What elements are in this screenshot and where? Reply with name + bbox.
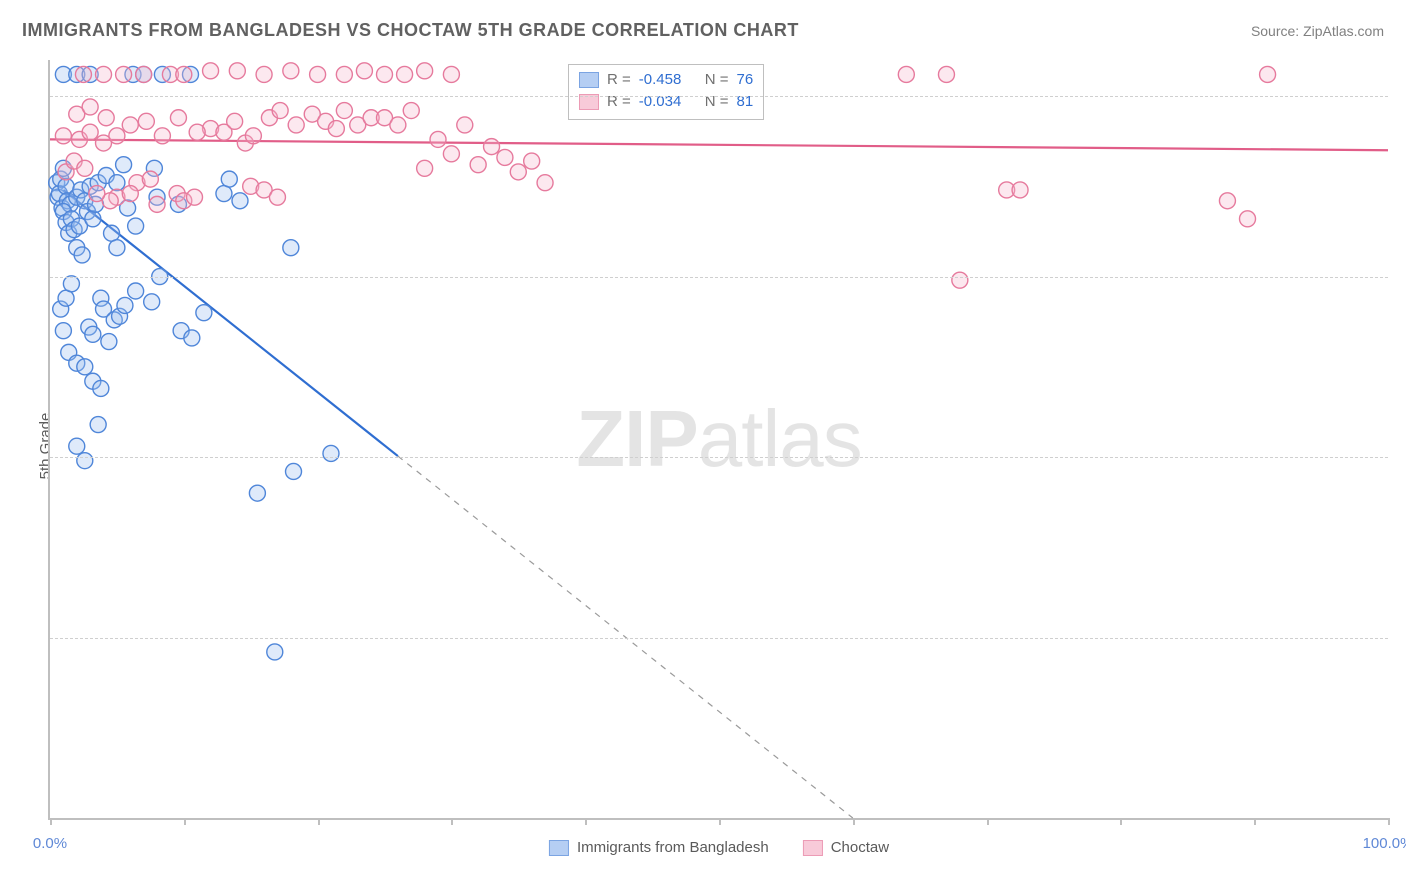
x-tick bbox=[1388, 818, 1390, 825]
x-tick bbox=[719, 818, 721, 825]
y-tick-label: 85.0% bbox=[1396, 629, 1406, 646]
x-tick bbox=[50, 818, 52, 825]
legend-label: Immigrants from Bangladesh bbox=[577, 839, 769, 856]
y-tick-label: 95.0% bbox=[1396, 268, 1406, 285]
r-value: -0.458 bbox=[639, 69, 697, 91]
x-tick bbox=[585, 818, 587, 825]
legend-item: Choctaw bbox=[803, 839, 889, 856]
gridline bbox=[50, 96, 1388, 97]
r-label: R = bbox=[607, 69, 631, 91]
n-value: 76 bbox=[737, 69, 754, 91]
legend-swatch bbox=[549, 840, 569, 856]
gridline bbox=[50, 638, 1388, 639]
n-label: N = bbox=[705, 91, 729, 113]
page-title: IMMIGRANTS FROM BANGLADESH VS CHOCTAW 5T… bbox=[22, 20, 799, 41]
source-attribution: Source: ZipAtlas.com bbox=[1251, 23, 1384, 39]
legend-swatch bbox=[803, 840, 823, 856]
gridline bbox=[50, 457, 1388, 458]
r-value: -0.034 bbox=[639, 91, 697, 113]
chart-svg bbox=[50, 60, 1388, 818]
gridline bbox=[50, 277, 1388, 278]
stats-legend-row: R = -0.458 N = 76 bbox=[579, 69, 753, 91]
x-tick bbox=[987, 818, 989, 825]
y-tick-label: 90.0% bbox=[1396, 449, 1406, 466]
chart-plot-area: ZIPatlas R =-0.458N =76R =-0.034N =81 Im… bbox=[48, 60, 1388, 820]
stats-legend-row: R = -0.034 N = 81 bbox=[579, 91, 753, 113]
x-tick-label: 100.0% bbox=[1363, 835, 1406, 852]
x-tick-label: 0.0% bbox=[33, 835, 67, 852]
r-label: R = bbox=[607, 91, 631, 113]
x-tick bbox=[1254, 818, 1256, 825]
legend-item: Immigrants from Bangladesh bbox=[549, 839, 769, 856]
series-legend: Immigrants from Bangladesh Choctaw bbox=[549, 839, 889, 856]
n-value: 81 bbox=[737, 91, 754, 113]
x-tick bbox=[318, 818, 320, 825]
stats-legend: R = -0.458 N = 76 R = -0.034 N = 81 bbox=[568, 64, 764, 120]
x-tick bbox=[1120, 818, 1122, 825]
legend-swatch bbox=[579, 72, 599, 88]
x-tick bbox=[451, 818, 453, 825]
x-tick bbox=[853, 818, 855, 825]
legend-label: Choctaw bbox=[831, 839, 889, 856]
y-tick-label: 100.0% bbox=[1396, 88, 1406, 105]
x-tick bbox=[184, 818, 186, 825]
n-label: N = bbox=[705, 69, 729, 91]
